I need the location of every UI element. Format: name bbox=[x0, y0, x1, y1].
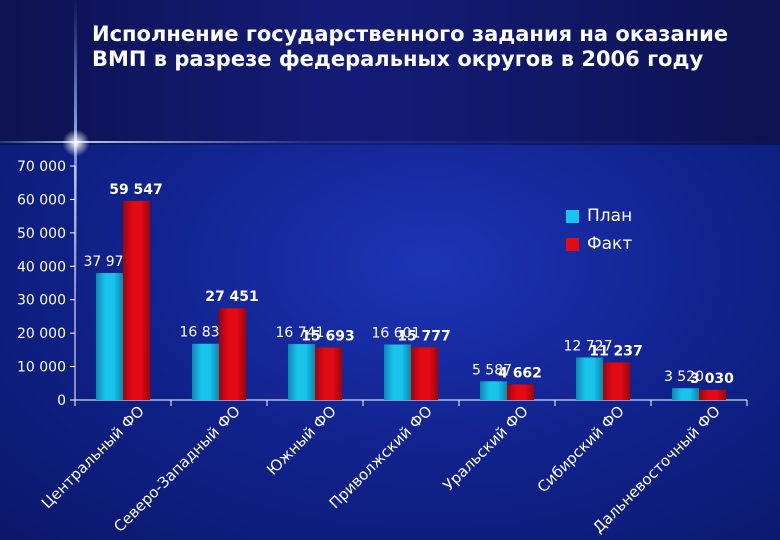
bar-plan bbox=[480, 381, 507, 400]
legend-label-fact: Факт bbox=[587, 234, 633, 254]
y-tick-label: 50 000 bbox=[17, 226, 66, 242]
legend-item-plan: План bbox=[566, 202, 632, 230]
slide-title: Исполнение государственного задания на о… bbox=[92, 22, 729, 71]
y-tick-label: 60 000 bbox=[17, 192, 66, 208]
legend-label-plan: План bbox=[587, 206, 633, 226]
y-tick-label: 40 000 bbox=[17, 259, 66, 275]
data-label-fact: 15 777 bbox=[397, 328, 451, 344]
bar-fact bbox=[315, 347, 342, 400]
data-label-plan: 16 741 bbox=[276, 325, 325, 341]
data-label-fact: 27 451 bbox=[205, 289, 259, 305]
bar-plan bbox=[384, 344, 411, 400]
data-label-plan: 12 727 bbox=[564, 338, 613, 354]
data-label-plan: 16 601 bbox=[372, 326, 421, 342]
x-category-label: Сибирский ФО bbox=[534, 402, 628, 496]
bar-plan bbox=[576, 357, 603, 400]
data-label-fact: 11 237 bbox=[589, 343, 643, 359]
decorative-horizontal-line bbox=[0, 141, 780, 143]
data-label-fact: 3 030 bbox=[690, 371, 734, 387]
x-category-label: Уральский ФО bbox=[439, 402, 531, 494]
y-tick-label: 10 000 bbox=[17, 360, 66, 376]
bar-fact bbox=[699, 389, 726, 400]
bar-fact bbox=[219, 308, 246, 400]
data-label-plan: 16 831 bbox=[180, 325, 229, 341]
bar-fact bbox=[507, 384, 534, 400]
bar-plan bbox=[672, 388, 699, 400]
bar-plan bbox=[96, 273, 123, 400]
legend-swatch-plan bbox=[566, 209, 579, 223]
bar-fact bbox=[123, 200, 150, 400]
bar-fact bbox=[603, 362, 630, 400]
y-tick-label: 20 000 bbox=[17, 326, 66, 342]
legend-item-fact: Факт bbox=[566, 230, 632, 258]
y-tick-label: 30 000 bbox=[17, 293, 66, 309]
data-label-plan: 5 587 bbox=[472, 362, 512, 378]
data-label-plan: 3 520 bbox=[664, 369, 704, 385]
data-label-fact: 59 547 bbox=[109, 182, 163, 198]
data-label-plan: 37 971 bbox=[84, 254, 133, 270]
y-tick-label: 0 bbox=[57, 393, 66, 409]
x-category-label: Приволжский ФО bbox=[326, 402, 436, 512]
x-category-label: Южный ФО bbox=[263, 402, 340, 479]
bar-plan bbox=[192, 343, 219, 400]
legend-swatch-fact bbox=[566, 237, 579, 251]
x-category-label: Центральный ФО bbox=[38, 402, 148, 512]
header-background bbox=[0, 0, 780, 145]
data-label-fact: 15 693 bbox=[301, 329, 355, 345]
sparkle-icon bbox=[60, 127, 92, 159]
data-label-fact: 4 662 bbox=[498, 365, 542, 381]
y-tick-label: 70 000 bbox=[17, 159, 66, 175]
chart-legend: План Факт bbox=[566, 202, 632, 258]
bar-plan bbox=[288, 344, 315, 400]
bar-fact bbox=[411, 347, 438, 400]
